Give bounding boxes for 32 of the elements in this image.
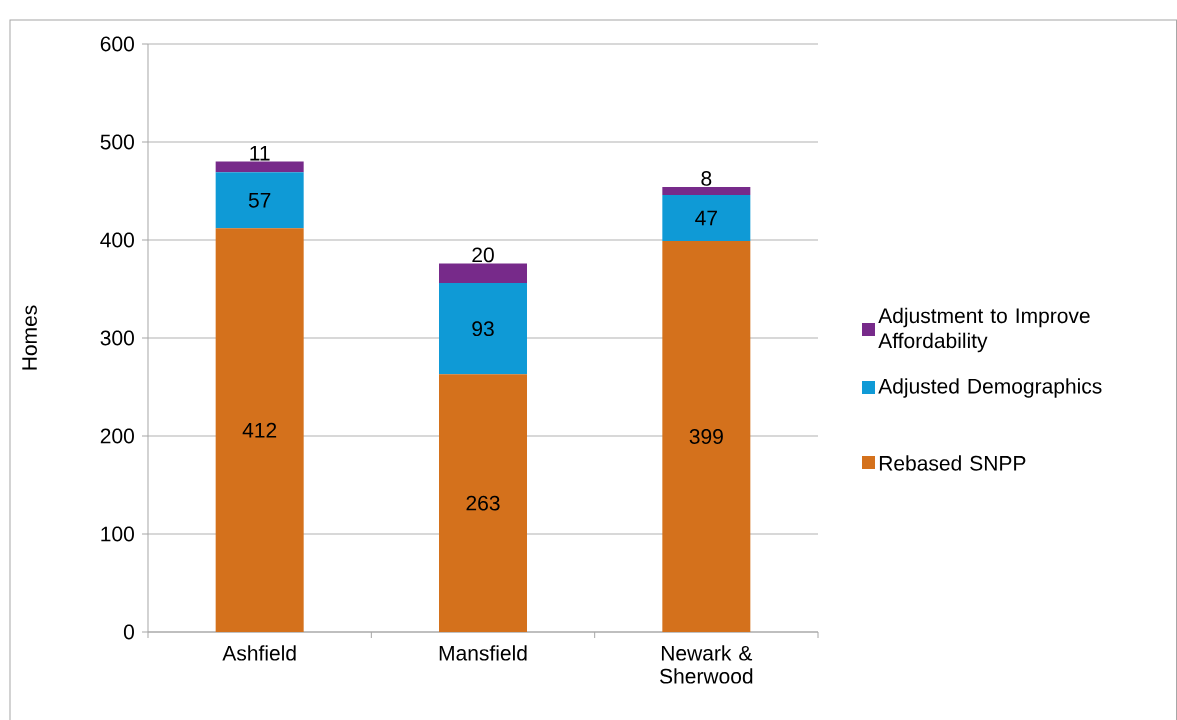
data-label: 47 bbox=[695, 210, 717, 226]
bar bbox=[439, 374, 528, 632]
y-tick-label: 300 bbox=[100, 330, 134, 346]
bar bbox=[215, 228, 304, 632]
y-tick-label: 500 bbox=[100, 134, 134, 150]
y-tick-label: 600 bbox=[100, 36, 134, 52]
data-label: 11 bbox=[250, 145, 270, 161]
bar bbox=[662, 240, 751, 632]
x-tick-label: Ashfield bbox=[222, 645, 296, 661]
data-label: 399 bbox=[689, 429, 723, 444]
bar bbox=[215, 172, 304, 229]
legend-label: Adjustment to Improve Affordability bbox=[878, 307, 1090, 353]
data-label: 93 bbox=[472, 321, 494, 337]
x-tick-label: Mansfield bbox=[439, 645, 527, 661]
bar bbox=[439, 283, 528, 375]
legend-label: Rebased SNPP bbox=[879, 455, 1026, 471]
data-label: 412 bbox=[242, 422, 277, 438]
data-label: 263 bbox=[466, 495, 500, 511]
data-label: 20 bbox=[472, 247, 494, 263]
bar bbox=[215, 161, 304, 173]
y-tick-label: 0 bbox=[123, 624, 134, 640]
bar bbox=[662, 187, 751, 195]
data-label: 8 bbox=[701, 171, 712, 186]
bar bbox=[662, 194, 751, 241]
bar bbox=[439, 263, 528, 284]
y-tick-label: 200 bbox=[100, 428, 134, 444]
legend-label: Adjusted Demographics bbox=[878, 378, 1102, 398]
y-axis-title: Homes bbox=[22, 305, 37, 370]
y-tick-label: 100 bbox=[101, 526, 134, 542]
x-tick-label: Newark & Sherwood bbox=[660, 645, 753, 684]
y-tick-label: 400 bbox=[100, 232, 134, 248]
data-label: 57 bbox=[248, 192, 271, 208]
